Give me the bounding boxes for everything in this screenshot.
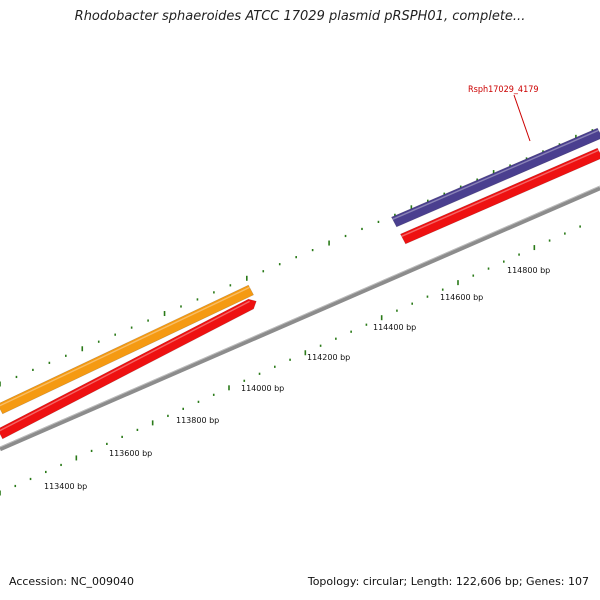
backbone-line	[0, 185, 600, 452]
gene-orange-highlight	[0, 286, 250, 407]
genome-summary-text: Topology: circular; Length: 122,606 bp; …	[307, 575, 589, 588]
gene-label: Rsph17029_4179	[468, 85, 539, 95]
scale-label: 113600 bp	[109, 449, 152, 458]
scale-label: 114400 bp	[373, 323, 416, 332]
gene-label-leader	[513, 94, 531, 142]
map-title: Rhodobacter sphaeroides ATCC 17029 plasm…	[74, 9, 526, 24]
scale-label: 113800 bp	[176, 416, 219, 425]
gene-red-left	[0, 298, 257, 440]
gene-purple-highlight	[392, 129, 599, 220]
scale-label: 114000 bp	[241, 384, 284, 393]
gene-red-left-highlight	[0, 300, 250, 432]
gene-red-right	[400, 147, 600, 245]
gene-purple	[391, 127, 600, 228]
scale-label: 114800 bp	[507, 266, 550, 275]
backbone-highlight	[0, 185, 600, 448]
gene-red-right-highlight	[401, 149, 599, 237]
scale-label: 114200 bp	[307, 353, 350, 362]
scale-label: 114600 bp	[440, 293, 483, 302]
gene-orange	[0, 284, 254, 415]
accession-text: Accession: NC_009040	[9, 575, 135, 588]
scale-label: 113400 bp	[44, 482, 87, 491]
